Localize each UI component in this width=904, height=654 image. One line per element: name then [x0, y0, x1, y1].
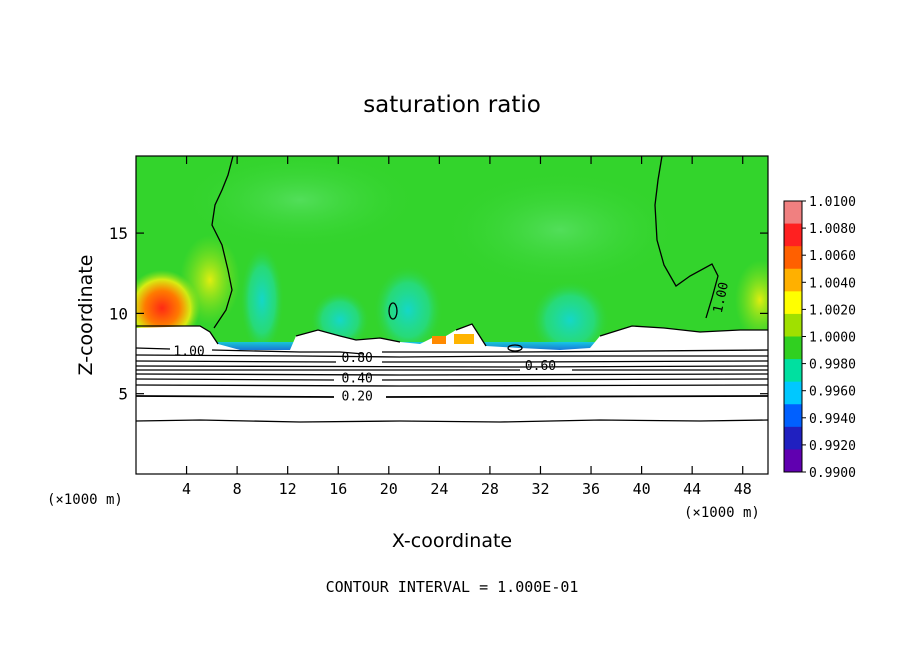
field-yellow-right [735, 260, 768, 340]
x-tick-label: 28 [481, 480, 499, 498]
contour-line-0.10 [136, 419, 768, 423]
contour-label-text: 0.40 [342, 372, 373, 387]
plot-frame [135, 155, 769, 475]
colorbar-tick-label: 0.9940 [809, 412, 856, 427]
contour-line-0.40 [136, 378, 768, 381]
colorbar-tick-label: 0.9960 [809, 385, 856, 400]
contour-line-0.80 [136, 360, 768, 363]
contour-label-text: 0.60 [525, 359, 556, 374]
field-teal-plume [373, 265, 443, 355]
contour-line-island [388, 302, 398, 320]
contour-interval-footnote: CONTOUR INTERVAL = 1.000E-01 [326, 578, 579, 596]
x-tick-label: 12 [279, 480, 297, 498]
field-blue-band [210, 342, 768, 350]
colorbar-tick-label: 1.0000 [809, 331, 856, 346]
colorbar-swatch [784, 336, 802, 360]
colorbar-swatch [784, 246, 802, 270]
contour-line-0.50 [136, 373, 768, 376]
x-axis-label: X-coordinate [392, 530, 512, 552]
field-teal-plume [240, 245, 284, 355]
x-tick-label: 24 [430, 480, 448, 498]
chart-title: saturation ratio [363, 92, 541, 118]
x-tick-label: 36 [582, 480, 600, 498]
colorbar-tick-label: 0.9980 [809, 358, 856, 373]
x-tick-label: 44 [683, 480, 701, 498]
contour-line-island [507, 344, 523, 352]
contour-line-0.90 [136, 354, 768, 358]
field-patch [180, 156, 420, 250]
contour-label: 0.40 [342, 372, 373, 387]
contour-line-0.30 [136, 384, 768, 387]
colorbar-tick-label: 1.0040 [809, 276, 856, 291]
colorbar-swatch [784, 381, 802, 405]
x-axis: 4 8 12 16 20 24 28 32 36 40 44 48 [182, 156, 752, 498]
contour-line-0.20 [136, 395, 768, 398]
contour-label: 1.00 [173, 344, 204, 359]
field-orange-cell [454, 334, 474, 344]
y-axis-label: Z-coordinate [75, 255, 97, 376]
contour-label: 0.20 [342, 389, 373, 404]
contour-labels: 1.00 0.80 0.60 0.40 0.20 1.00 [173, 281, 732, 405]
contour-label-text: 1.00 [173, 344, 204, 359]
contour-line-1.00-right [654, 156, 719, 319]
colorbar-swatch [784, 449, 802, 473]
contour-label-text: 0.20 [342, 389, 373, 404]
x-tick-label: 8 [233, 480, 242, 498]
colorbar-tick-label: 1.0080 [809, 222, 856, 237]
contour-label: 0.60 [525, 359, 556, 374]
colorbar-tick-label: 1.0020 [809, 303, 856, 318]
y-axis: 5 10 15 [109, 224, 768, 404]
contour-lines [136, 156, 768, 423]
x-unit-label: (×1000 m) [684, 505, 760, 521]
y-tick-label: 5 [118, 385, 128, 404]
saturation-field [136, 156, 768, 474]
field-orange-cell [432, 336, 446, 344]
y-tick-label: 10 [109, 304, 128, 323]
x-tick-label: 48 [734, 480, 752, 498]
y-tick-label: 15 [109, 224, 128, 243]
colorbar-swatch [784, 201, 802, 225]
x-tick-label: 32 [531, 480, 549, 498]
colorbar-swatch [784, 404, 802, 428]
contour-label: 1.00 [711, 281, 732, 315]
colorbar-tick-label: 0.9900 [809, 466, 856, 481]
x-tick-label: 4 [182, 480, 191, 498]
contour-label-text: 1.00 [711, 281, 732, 315]
colorbar-swatch [784, 426, 802, 450]
contour-label-text: 0.80 [342, 351, 373, 366]
colorbar-tick-label: 1.0100 [809, 195, 856, 210]
colorbar-swatch [784, 223, 802, 247]
colorbar-swatch [784, 268, 802, 292]
z-unit-label: (×1000 m) [47, 492, 123, 508]
colorbar-swatch [784, 313, 802, 337]
contour-line-cloud-top [136, 323, 768, 347]
colorbar-swatch [784, 291, 802, 315]
contour-line-1.00-left [211, 156, 234, 329]
contour-line-0.70 [136, 365, 768, 368]
field-teal-plume [530, 280, 610, 360]
colorbar: 1.0100 1.0080 1.0060 1.0040 1.0020 1.0000 0.99… [783, 195, 856, 481]
colorbar-tick-label: 1.0060 [809, 249, 856, 264]
field-yellow-left [180, 235, 240, 325]
x-tick-label: 20 [380, 480, 398, 498]
colorbar-tick-label: 0.9920 [809, 439, 856, 454]
x-tick-label: 40 [633, 480, 651, 498]
contour-label: 0.80 [342, 351, 373, 366]
field-patch [440, 170, 680, 290]
contour-line-1.00-base [136, 347, 768, 355]
x-tick-label: 16 [329, 480, 347, 498]
colorbar-swatch [784, 359, 802, 383]
